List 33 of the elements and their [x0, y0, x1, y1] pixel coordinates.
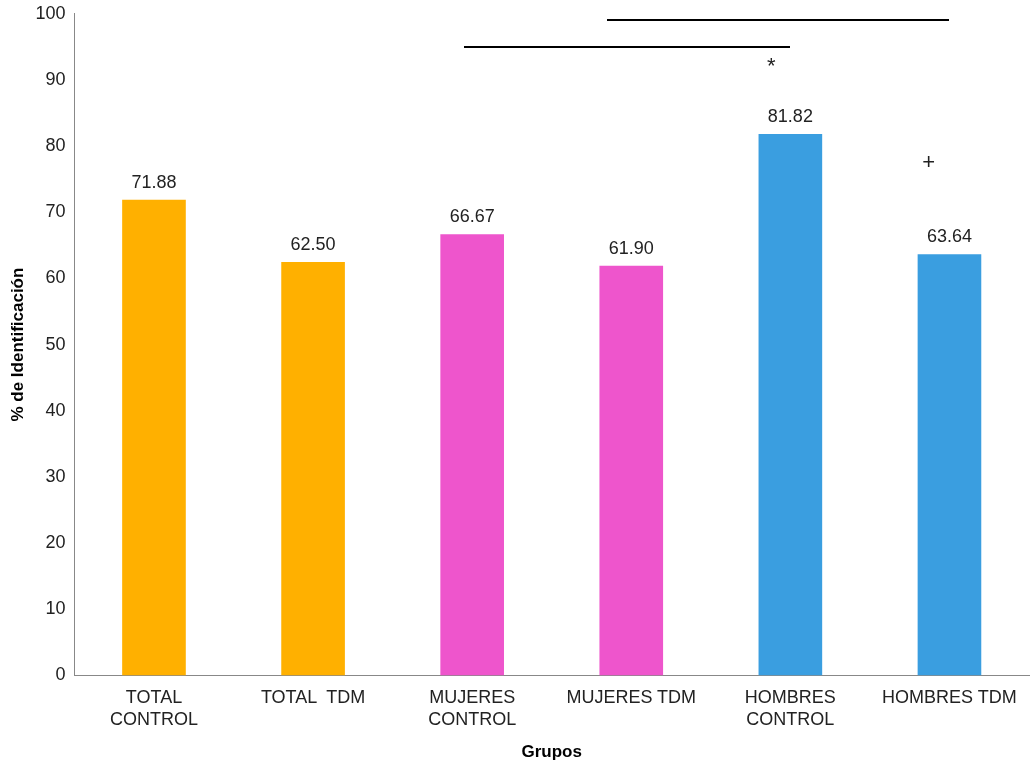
y-tick-label: 0: [55, 664, 66, 685]
bar: [917, 254, 982, 676]
annotation: *: [766, 52, 776, 78]
bar: [281, 261, 345, 676]
y-tick-label: 10: [45, 598, 66, 619]
x-axis-title: Grupos: [521, 742, 582, 762]
x-tick-label: TOTAL CONTROL: [109, 687, 198, 729]
y-tick-label: 60: [45, 267, 66, 288]
y-tick-label: 40: [45, 399, 66, 420]
bar: [122, 199, 186, 676]
data-label: 63.64: [926, 226, 972, 247]
x-tick-label: MUJERES CONTROL: [428, 687, 517, 729]
x-tick-label: TOTAL TDM: [260, 687, 366, 708]
y-tick-label: 100: [35, 2, 66, 23]
y-tick-label: 20: [45, 532, 66, 553]
x-tick-label: HOMBRES CONTROL: [744, 687, 836, 729]
y-tick-label: 90: [45, 68, 66, 89]
bar: [758, 134, 823, 676]
data-label: 81.82: [767, 106, 813, 127]
x-tick-label: HOMBRES TDM: [882, 687, 1017, 708]
data-label: 66.67: [449, 206, 495, 227]
data-label: 71.88: [131, 171, 177, 192]
annotation: +: [922, 148, 936, 174]
bar: [440, 234, 504, 676]
bar: [599, 265, 664, 676]
y-axis-title: % de Identificación: [7, 267, 27, 422]
y-tick-label: 50: [45, 333, 66, 354]
y-tick-label: 80: [45, 135, 66, 156]
y-tick-label: 70: [45, 201, 66, 222]
data-label: 62.50: [290, 233, 336, 254]
x-tick-label: MUJERES TDM: [566, 687, 697, 708]
data-label: 61.90: [608, 237, 654, 258]
y-tick-label: 30: [45, 465, 66, 486]
